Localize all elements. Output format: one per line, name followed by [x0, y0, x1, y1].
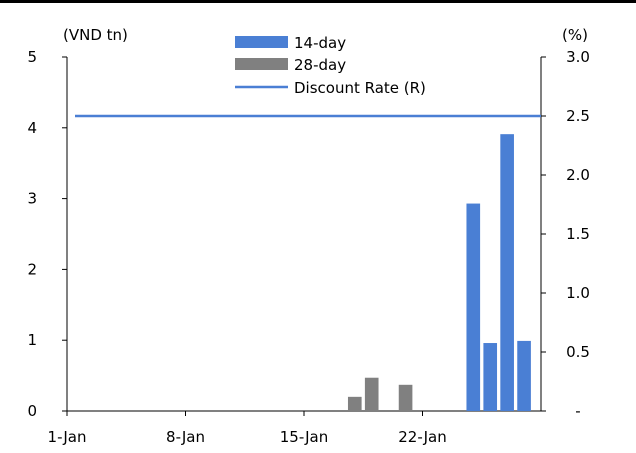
legend-label-28-day: 28-day [294, 56, 346, 74]
y-right-tick-label: 2.0 [566, 166, 590, 184]
y-left-tick-label: 0 [27, 402, 37, 420]
left-axis-label: (VND tn) [63, 26, 128, 44]
bar-14-day [517, 340, 531, 411]
x-tick-label: 22-Jan [398, 428, 446, 446]
legend-swatch-28-day [235, 58, 288, 70]
y-right-tick-label: 0.5 [566, 343, 590, 361]
legend: 14-day 28-day Discount Rate (R) [235, 34, 426, 97]
top-border-rule [0, 0, 636, 3]
y-right-tick-label: 2.5 [566, 107, 590, 125]
bar-28-day [347, 396, 362, 411]
bar-28-day [398, 384, 413, 411]
y-left-tick-label: 5 [27, 48, 37, 66]
x-tick-label: 1-Jan [48, 428, 87, 446]
y-right-tick-label: 1.0 [566, 284, 590, 302]
ticks-layer: 0 1 2 3 4 5 - 0.5 1.0 1.5 2.0 2.5 3.0 1-Jan 8-Jan 15-Ja… [27, 48, 589, 446]
x-tick-label: 15-Jan [280, 428, 328, 446]
legend-swatch-14-day [235, 36, 288, 48]
y-left-tick-label: 1 [27, 331, 37, 349]
legend-label-14-day: 14-day [294, 34, 346, 52]
y-left-tick-label: 4 [27, 119, 37, 137]
legend-label-discount-rate: Discount Rate (R) [294, 79, 426, 97]
bar-14-day [500, 134, 514, 411]
y-left-tick-label: 3 [27, 190, 37, 208]
bar-14-day [483, 343, 498, 411]
y-left-tick-label: 2 [27, 260, 37, 278]
y-right-tick-label: 3.0 [566, 48, 590, 66]
y-right-tick-label: - [575, 402, 580, 420]
right-axis-label: (%) [562, 26, 588, 44]
bar-14-day [466, 203, 481, 411]
y-right-tick-label: 1.5 [566, 225, 590, 243]
bars-layer [347, 134, 531, 411]
bar-28-day [364, 377, 379, 411]
x-tick-label: 8-Jan [166, 428, 205, 446]
